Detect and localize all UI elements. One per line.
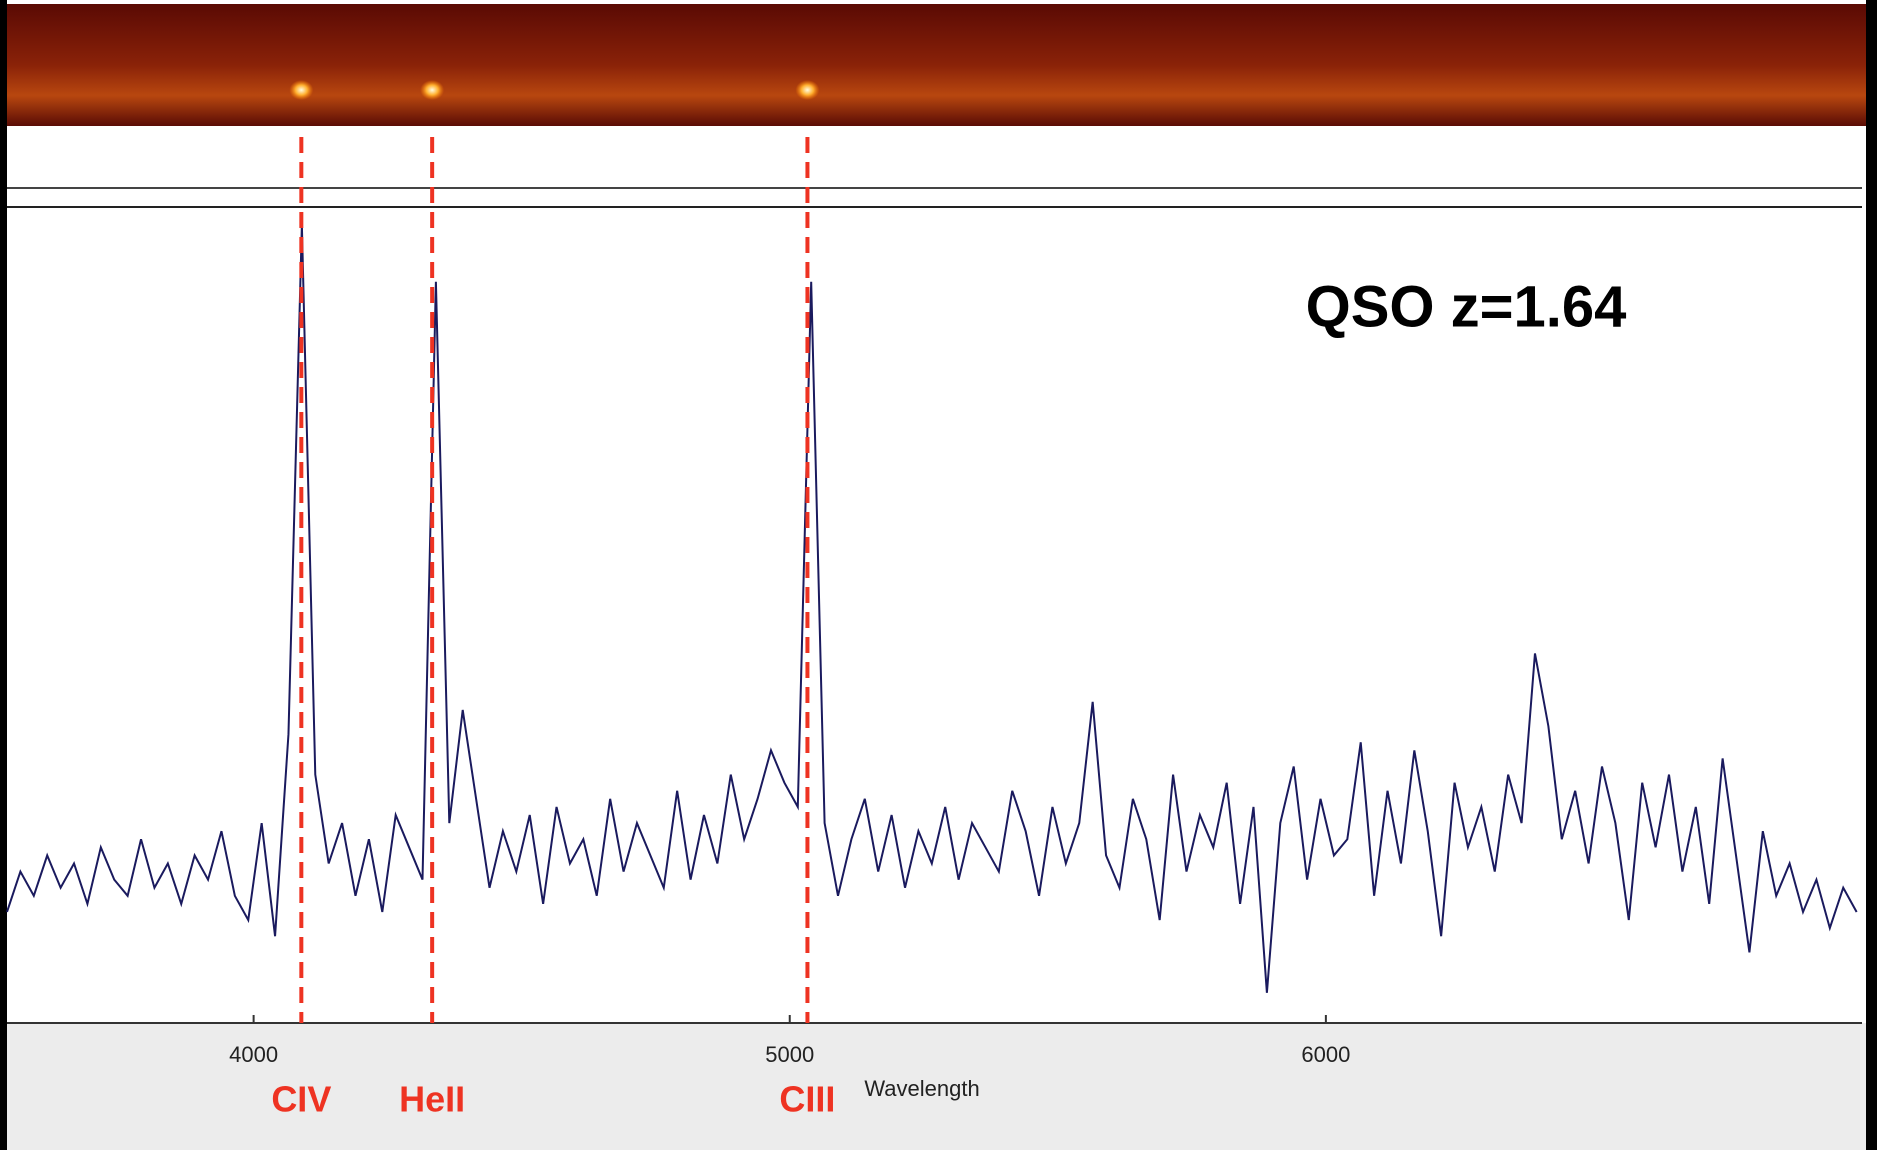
line-label: CIII	[779, 1079, 835, 1120]
x-tick-label: 6000	[1301, 1042, 1350, 1067]
line-label: CIV	[271, 1079, 331, 1120]
chart-title: QSO z=1.64	[1306, 274, 1627, 339]
edge	[1866, 0, 1877, 1150]
x-tick-label: 4000	[229, 1042, 278, 1067]
emission-spot	[420, 80, 445, 100]
emission-spot	[795, 80, 820, 100]
spectrum-line	[6, 225, 1858, 993]
panel	[7, 0, 1869, 1150]
emission-spot	[289, 80, 314, 100]
line-label: HeII	[399, 1079, 465, 1120]
x-axis-label: Wavelength	[864, 1076, 979, 1101]
axis-panel	[7, 1023, 1869, 1150]
x-tick-label: 5000	[765, 1042, 814, 1067]
spectrum-image	[7, 4, 1869, 126]
